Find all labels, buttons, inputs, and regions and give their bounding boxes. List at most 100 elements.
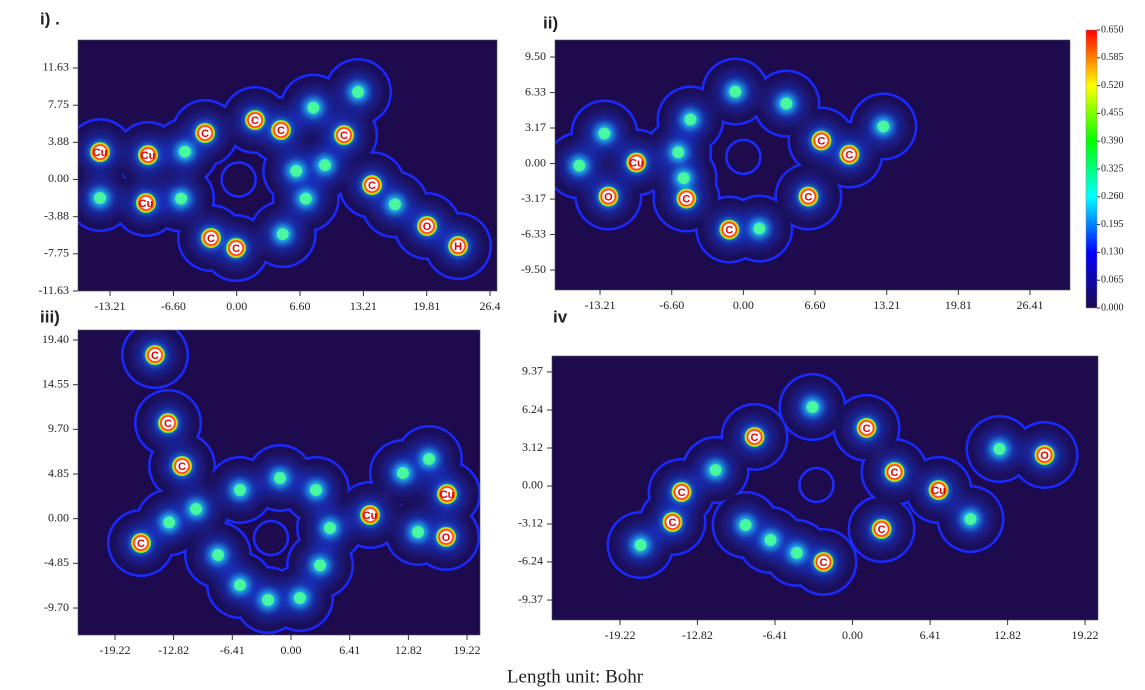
- density-peak: [145, 345, 166, 366]
- density-peak: [131, 533, 152, 554]
- density-peak: [964, 512, 977, 525]
- panel-title: i) .: [40, 9, 60, 28]
- x-tick-label: -6.41: [762, 628, 787, 642]
- colorbar-tick-label: 0.650: [1101, 24, 1124, 35]
- atom-label: C: [164, 418, 172, 430]
- atom-label: C: [340, 130, 348, 142]
- density-peak: [877, 120, 890, 133]
- y-tick-label: 3.17: [525, 120, 546, 134]
- density-peak: [324, 521, 337, 534]
- atom-label: C: [178, 461, 186, 473]
- y-tick-label: 6.33: [525, 84, 546, 98]
- density-peak: [94, 192, 107, 205]
- atom-label: C: [678, 487, 686, 499]
- density-peak: [226, 238, 247, 259]
- density-peak: [780, 97, 793, 110]
- y-tick-label: 4.85: [48, 466, 69, 480]
- density-peak: [662, 512, 683, 533]
- density-peak: [178, 145, 191, 158]
- density-peak: [172, 456, 193, 477]
- y-tick-label: 3.88: [48, 134, 69, 148]
- density-peak: [806, 400, 819, 413]
- density-peak: [744, 426, 765, 447]
- y-tick-label: 0.00: [522, 478, 543, 492]
- density-peak: [417, 215, 438, 236]
- atom-label: Cu: [629, 157, 644, 169]
- atom-label: O: [423, 221, 432, 233]
- x-tick-label: 6.60: [804, 298, 825, 312]
- plot-area: C C C C Cu Cu O: [78, 330, 480, 635]
- panel: iv C C C C C C C Cu O -19.22 -12.82 -6.41 0.00 6.41 12.…: [518, 307, 1099, 641]
- atom-label: H: [454, 241, 462, 253]
- density-peak: [299, 192, 312, 205]
- colorbar-tick-label: 0.390: [1101, 135, 1124, 146]
- y-tick-label: 19.40: [42, 332, 69, 346]
- atom-label: Cu: [440, 489, 455, 501]
- density-peak: [274, 471, 287, 484]
- x-tick-label: -13.21: [95, 299, 126, 313]
- density-peak: [719, 219, 740, 240]
- plot-area: Cu O C C C C C: [555, 40, 1070, 290]
- colorbar-tick-label: 0.455: [1101, 108, 1124, 119]
- y-tick-label: 0.00: [48, 171, 69, 185]
- density-peak: [448, 236, 469, 257]
- density-peak: [437, 484, 458, 505]
- y-tick-label: 9.50: [525, 49, 546, 63]
- x-tick-label: 0.00: [733, 298, 754, 312]
- atom-label: Cu: [93, 147, 108, 159]
- density-peak: [318, 159, 331, 172]
- atom-label: C: [251, 115, 259, 127]
- density-peak: [856, 417, 877, 438]
- atom-label: Cu: [139, 198, 154, 210]
- atom-label: C: [682, 193, 690, 205]
- density-peak: [634, 539, 647, 552]
- density-peak: [309, 483, 322, 496]
- density-peak: [871, 518, 892, 539]
- panel: iii) C C C C Cu Cu O -19.22 -12.82 -6.41 0.00 6.41 12…: [40, 307, 480, 657]
- x-tick-label: -19.22: [99, 643, 130, 657]
- x-tick-label: -13.21: [585, 298, 616, 312]
- x-tick-label: 26.41: [1016, 298, 1043, 312]
- y-tick-label: 7.75: [48, 97, 69, 111]
- atom-label: C: [891, 467, 899, 479]
- x-tick-label: 12.82: [994, 628, 1021, 642]
- atom-label: O: [604, 191, 613, 203]
- atom-label: C: [804, 191, 812, 203]
- atom-label: C: [151, 350, 159, 362]
- plot-frame: [77, 39, 498, 292]
- ring-contour: [252, 519, 290, 557]
- density-peak: [884, 461, 905, 482]
- atom-label: C: [277, 125, 285, 137]
- y-tick-label: -6.33: [521, 226, 546, 240]
- density-peak: [684, 113, 697, 126]
- colorbar-tick-label: 0.585: [1101, 52, 1124, 63]
- density-peak: [598, 127, 611, 140]
- colorbar-tick-label: 0.325: [1101, 163, 1124, 174]
- density-peak: [396, 467, 409, 480]
- density-peak: [739, 518, 752, 531]
- x-tick-label: 6.41: [920, 628, 941, 642]
- y-tick-label: 14.55: [42, 376, 69, 390]
- plot-area: Cu Cu Cu C C C C C O H C C: [78, 40, 497, 291]
- density-peak: [753, 222, 766, 235]
- atom-label: O: [442, 532, 451, 544]
- colorbar-tick-label: 0.195: [1101, 219, 1124, 230]
- density-peak: [813, 551, 834, 572]
- density-peak: [245, 110, 266, 131]
- density-peak: [388, 198, 401, 211]
- density-peak: [290, 164, 303, 177]
- density-peak: [677, 172, 690, 185]
- colorbar-gradient: [1085, 29, 1098, 309]
- x-tick-label: 19.22: [1072, 628, 1099, 642]
- panel-title: ii): [543, 13, 558, 32]
- density-peak: [671, 481, 692, 502]
- ring-contour: [798, 466, 835, 504]
- density-peak: [626, 152, 647, 173]
- atom-label: O: [1040, 450, 1049, 462]
- y-tick-label: -6.24: [518, 554, 543, 568]
- x-tick-label: 26.4: [479, 299, 500, 313]
- colorbar-tick-label: 0.130: [1101, 247, 1124, 258]
- density-peak: [928, 480, 949, 501]
- density-peak: [764, 534, 777, 547]
